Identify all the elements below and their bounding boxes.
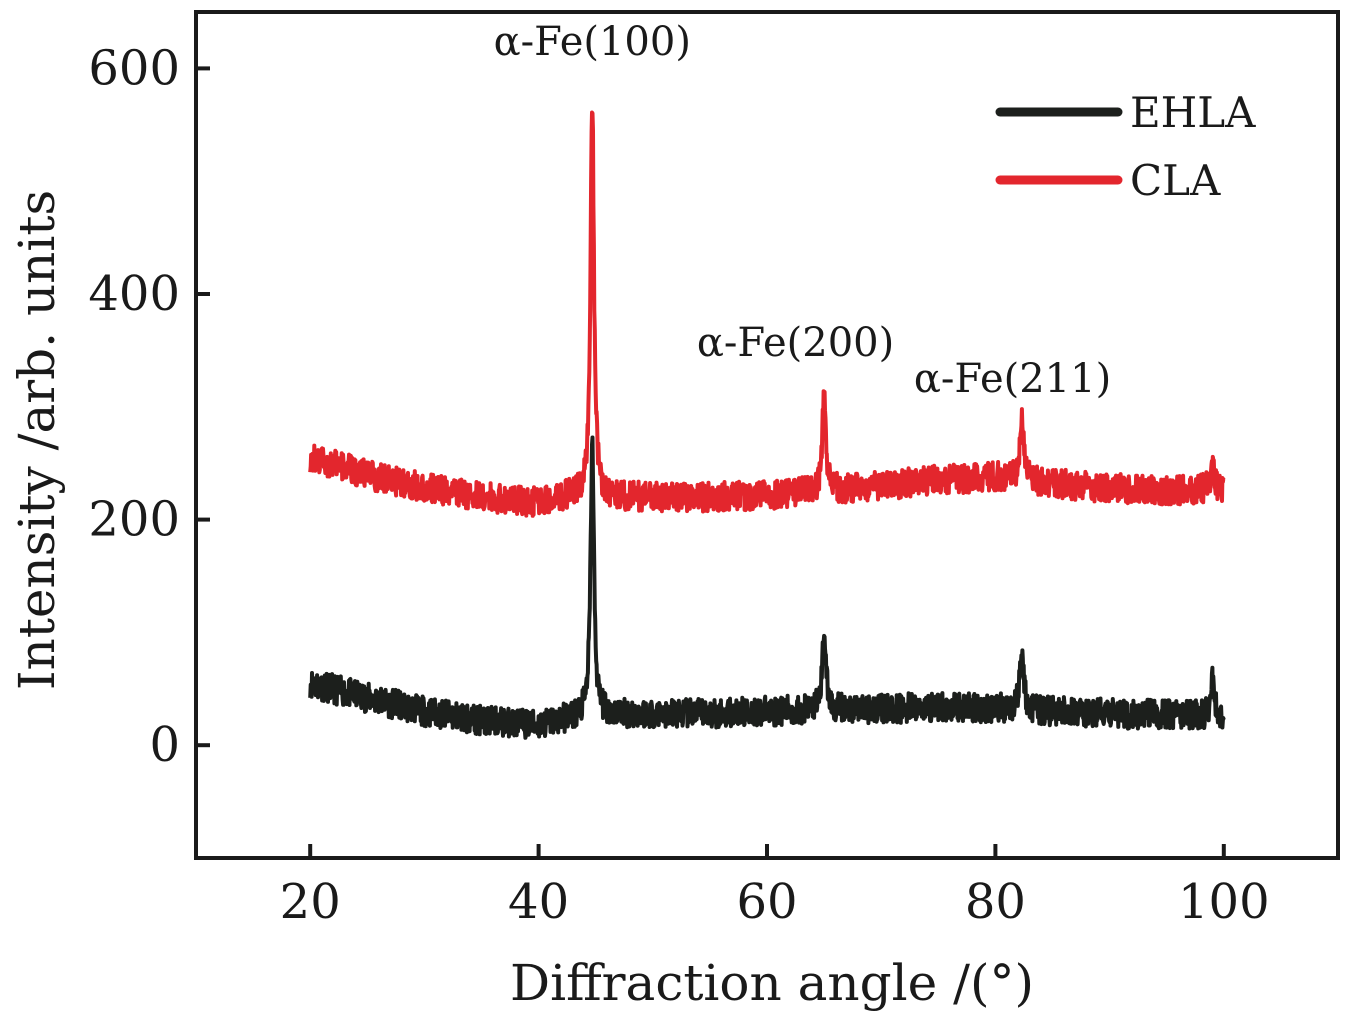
x-axis-title: Diffraction angle /(°) [510,954,1034,1012]
x-tick-label: 100 [1178,874,1270,930]
x-tick-label: 40 [508,874,569,930]
legend-label-ehla: EHLA [1130,88,1256,137]
y-tick-label: 200 [88,492,180,548]
peak-annotation: α-Fe(211) [914,356,1111,402]
series-ehla-line [308,435,1226,740]
y-tick-label: 400 [88,266,180,322]
x-tick-label: 80 [965,874,1026,930]
peak-annotation: α-Fe(200) [697,320,894,366]
x-tick-label: 60 [736,874,797,930]
y-tick-label: 600 [88,40,180,96]
y-tick-label: 0 [149,717,180,773]
series-cla-line [308,110,1226,518]
plot-frame [194,10,1340,860]
y-axis-title: Intensity /arb. units [8,190,66,690]
legend-label-cla: CLA [1130,156,1221,205]
x-tick-label: 20 [280,874,341,930]
peak-annotation: α-Fe(100) [494,19,691,65]
